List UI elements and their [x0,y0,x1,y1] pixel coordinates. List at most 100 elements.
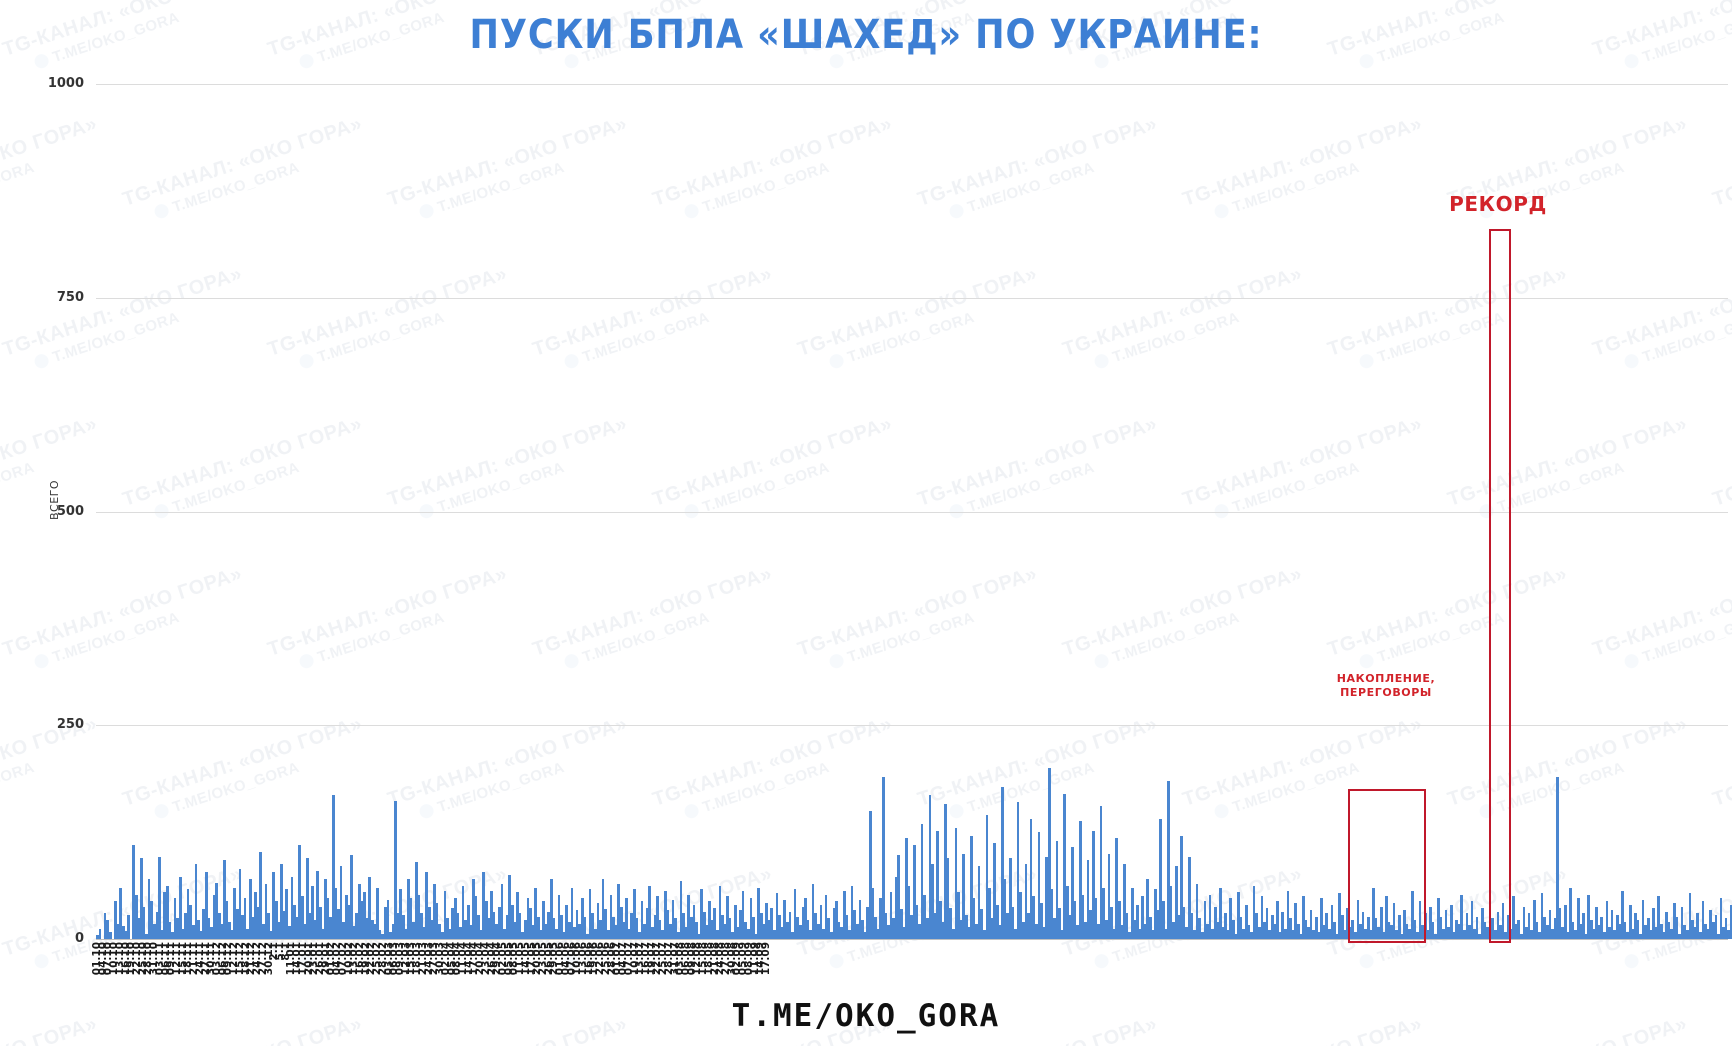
bar [741,891,745,939]
bar-column [596,84,600,939]
bar [1592,928,1596,939]
bar [1548,909,1552,939]
bar-column [1063,84,1067,939]
bar [1551,928,1554,939]
bar [1628,904,1632,939]
bar [1429,906,1432,939]
bar-column [1011,84,1015,939]
bar [329,916,333,939]
bar-column [967,84,971,939]
bar-column [236,84,239,939]
bar-column [321,84,325,939]
bar [1439,916,1443,939]
bar [160,930,164,939]
bar [1698,932,1702,939]
bar [941,921,945,939]
bar-column [1483,84,1487,939]
bar-column [648,84,652,939]
bar-column [1558,84,1562,939]
bar [1221,927,1225,939]
bar-column [1029,84,1033,939]
bar [848,930,851,939]
bar [736,927,740,939]
bar [1356,899,1360,939]
bar-column [477,84,480,939]
bar-series [96,84,1732,939]
bar-column [1540,84,1544,939]
bar-column [1704,84,1707,939]
bar [134,894,138,939]
bar-column [1034,84,1038,939]
bar [389,932,392,939]
bar-column [1421,84,1424,939]
bar-column [163,84,167,939]
bar [866,906,869,939]
bar [1245,904,1248,939]
bar-column [938,84,942,939]
bar [166,886,169,939]
bar-column [155,84,159,939]
bar-column [404,84,408,939]
bar [498,906,501,939]
bar [1123,863,1126,939]
bar-column [370,84,374,939]
bar [547,911,550,939]
bar [586,933,589,939]
bar-column [1242,84,1246,939]
bar [492,911,496,939]
bar-column [1486,84,1489,939]
bar-column [1125,84,1129,939]
bar [705,925,709,939]
bar-column [1519,84,1523,939]
bar-column [977,84,981,939]
bar-column [1268,84,1271,939]
bar [1167,780,1170,939]
bar-column [386,84,390,939]
bar [153,923,156,939]
bar [264,884,268,939]
bar [1242,928,1246,939]
bar [1595,906,1598,939]
gridline [96,939,1728,940]
bar [1359,923,1362,939]
bar [539,930,543,939]
bar [1066,886,1069,939]
bar [770,908,773,939]
bar-column [1058,84,1061,939]
bar-column [1639,84,1642,939]
bar-column [1641,84,1645,939]
bar [518,913,522,939]
y-axis-label: 750 [56,289,84,305]
bar-column [744,84,748,939]
bar [687,894,690,939]
bar [1701,901,1705,939]
bar-column [1678,84,1681,939]
bar-column [518,84,522,939]
bar-column [993,84,997,939]
bar [630,913,633,939]
bar-column [179,84,182,939]
bar-column [1670,84,1673,939]
bar [1258,927,1261,939]
bar [415,862,418,939]
bar [456,913,460,939]
bar [355,913,358,939]
bar-column [1278,84,1282,939]
bar-column [905,84,908,939]
bar-column [1128,84,1131,939]
bar [894,877,898,939]
bar-column [806,84,810,939]
bar-column [1452,84,1456,939]
bar-column [150,84,154,939]
bar [474,896,478,939]
bar [1366,916,1370,939]
bar [581,897,584,939]
bar [1470,901,1474,939]
bar-column [583,84,587,939]
bar [775,892,779,939]
bar [1418,901,1422,939]
bar [1522,906,1526,939]
bar-column [658,84,662,939]
bar [752,916,755,939]
bar [1120,925,1124,939]
